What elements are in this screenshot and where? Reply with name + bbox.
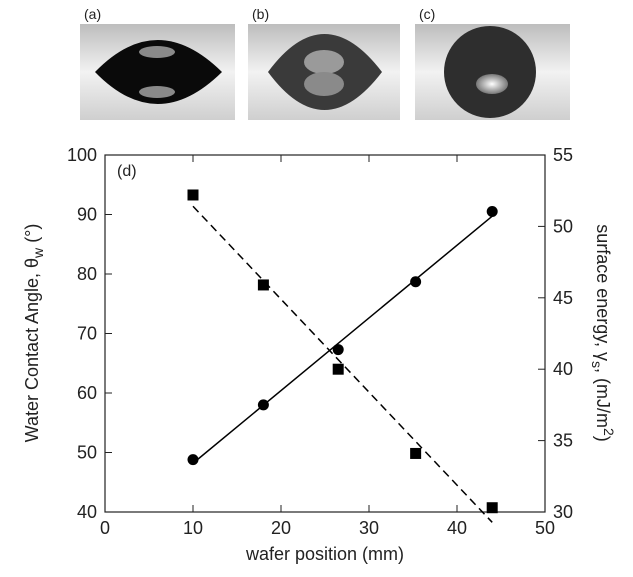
circle-marker <box>410 276 422 288</box>
y2-axis-label: surface energy, γs, (mJ/m2) <box>589 224 617 442</box>
plot-frame <box>104 154 546 513</box>
label-part: surface energy, γ <box>593 224 613 361</box>
square-marker <box>257 279 269 291</box>
y-tick-label: 70 <box>77 324 97 344</box>
y2-tick-label: 30 <box>553 502 573 522</box>
x-tick-label: 40 <box>447 518 467 538</box>
square-marker <box>486 502 498 514</box>
y2-tick-label: 35 <box>553 431 573 451</box>
y2-tick-label: 45 <box>553 288 573 308</box>
circle-marker <box>187 454 199 466</box>
x-tick-label: 0 <box>100 518 110 538</box>
label-part: ) <box>593 436 613 442</box>
image-c <box>415 24 570 120</box>
fit-line <box>192 205 493 523</box>
y-tick-label: 40 <box>77 502 97 522</box>
y2-tick-label: 50 <box>553 216 573 236</box>
x-tick-label: 50 <box>535 518 555 538</box>
x-axis-label: wafer position (mm) <box>245 544 404 564</box>
panel-label: (c) <box>419 6 435 22</box>
label-part: Water Contact Angle, θ <box>22 258 42 442</box>
label-part: (°) <box>22 224 42 248</box>
label-part: , (mJ/m <box>593 368 613 428</box>
y-tick-label: 50 <box>77 443 97 463</box>
x-tick-label: 20 <box>271 518 291 538</box>
y-axis-label: Water Contact Angle, θw (°) <box>22 224 46 443</box>
panel-label: (a) <box>84 6 101 22</box>
image-a <box>80 24 235 120</box>
square-marker <box>332 363 344 375</box>
square-marker <box>410 447 422 459</box>
panel-label: (d) <box>117 163 137 180</box>
x-tick-label: 10 <box>183 518 203 538</box>
circle-marker <box>486 206 498 218</box>
square-marker <box>187 189 199 201</box>
circle-marker <box>332 344 344 356</box>
label-part: w <box>30 247 46 259</box>
fit-line <box>192 215 493 464</box>
y-tick-label: 60 <box>77 383 97 403</box>
circle-marker <box>257 399 269 411</box>
label-part: 2 <box>601 428 617 436</box>
label-part: s <box>589 361 605 368</box>
y-tick-label: 90 <box>77 205 97 225</box>
y-tick-label: 100 <box>67 145 97 165</box>
panel-label: (b) <box>252 6 269 22</box>
image-b <box>248 24 400 120</box>
x-tick-label: 30 <box>359 518 379 538</box>
y2-tick-label: 55 <box>553 145 573 165</box>
y-tick-label: 80 <box>77 264 97 284</box>
y2-tick-label: 40 <box>553 359 573 379</box>
